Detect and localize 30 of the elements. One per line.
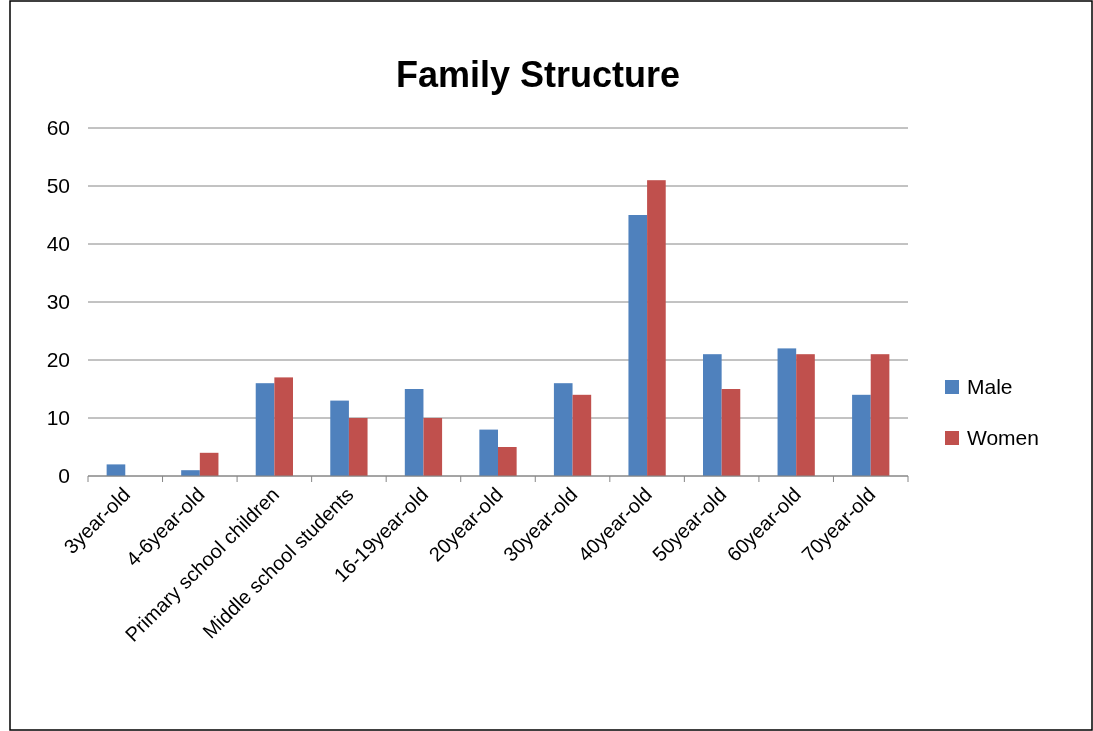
y-tick-label: 10 [46, 406, 70, 430]
bar [199, 452, 219, 476]
y-tick-label: 20 [46, 348, 70, 372]
bar [628, 215, 648, 476]
bar [255, 383, 275, 476]
bar [274, 377, 293, 476]
bar [703, 354, 722, 476]
bar [423, 418, 443, 476]
legend-label: Male [967, 375, 1013, 399]
legend-label: Women [967, 426, 1039, 450]
bar [348, 418, 368, 476]
bar [330, 400, 349, 476]
bar [796, 354, 815, 476]
y-tick-label: 40 [46, 232, 70, 256]
y-tick-label: 50 [46, 174, 70, 198]
bar [498, 447, 517, 476]
bar [870, 354, 890, 476]
y-tick-label: 60 [46, 116, 70, 140]
bar [777, 348, 797, 476]
bar [479, 429, 498, 476]
bar [553, 383, 573, 476]
bar [721, 389, 741, 476]
bar [647, 180, 666, 476]
bar [404, 389, 424, 476]
bar [106, 464, 126, 476]
bar [572, 394, 592, 476]
y-tick-label: 30 [46, 290, 70, 314]
bar [852, 394, 871, 476]
y-tick-label: 0 [58, 464, 70, 488]
chart-title: Family Structure [395, 54, 681, 95]
